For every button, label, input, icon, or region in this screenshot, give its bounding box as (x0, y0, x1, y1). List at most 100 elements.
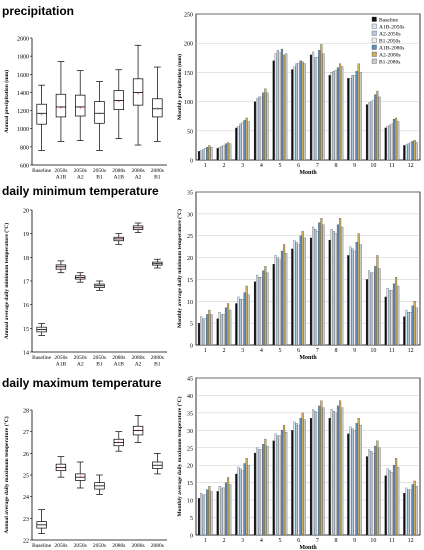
y-tick-label: 25 (23, 474, 29, 480)
bar-baseline (216, 318, 219, 346)
bar-a1b-2080s (243, 292, 246, 346)
x-tick-label: 2050s (54, 355, 67, 361)
x-tick-label: 2050s (74, 543, 87, 549)
bar-a1b-2050s (218, 147, 221, 161)
bar-b1-2080s (247, 465, 250, 536)
bar-a2-2080s (245, 117, 248, 161)
bar-b1-2050s (372, 100, 375, 161)
bar-baseline (365, 279, 369, 346)
y-tick-label: 45 (187, 377, 193, 383)
bar-b1-2050s (316, 412, 319, 536)
x-tick-label: 12 (408, 348, 414, 354)
bar-a2-2080s (226, 303, 230, 346)
bar-a1b-2050s (330, 229, 333, 346)
bar-a1b-2050s (256, 98, 259, 161)
bar-baseline (328, 417, 331, 536)
bar-a1b-2080s (318, 50, 321, 161)
bar-a2-2050s (388, 124, 391, 161)
bar-baseline (309, 54, 313, 161)
y-tick-label: 30 (187, 429, 193, 435)
bar-a2-2050s (332, 231, 335, 346)
y-axis-label: Monthly average daily maximum temperatur… (176, 396, 183, 516)
bar-a2-2050s (220, 487, 223, 536)
y-tick-label: 5 (190, 322, 193, 328)
bar-a1b-2050s (200, 493, 203, 536)
bar-b1-2050s (204, 148, 207, 161)
x-tick-label: 3 (241, 348, 244, 354)
bar-a1b-2050s (274, 255, 277, 346)
box-iqr (152, 98, 163, 118)
bar-baseline (291, 248, 294, 346)
legend-label: A2-2080s (379, 53, 401, 59)
bar-b1-2050s (222, 145, 225, 161)
bar-a2-2050s (407, 312, 410, 346)
bar-a2-2050s (239, 468, 242, 536)
x-tick-label: 5 (279, 163, 282, 169)
y-tick-label: 16 (23, 303, 29, 309)
bar-baseline (403, 316, 406, 346)
bar-a2-2050s (388, 470, 391, 536)
bar-a1b-2080s (374, 94, 377, 161)
x-tick-label: 3 (241, 538, 244, 544)
box-mean-marker: + (117, 237, 121, 243)
bar-baseline (347, 255, 350, 346)
bar-b1-2080s (341, 66, 344, 161)
bar-a1b-2080s (280, 48, 284, 161)
bar-a1b-2080s (299, 417, 302, 536)
bar-a1b-2080s (411, 484, 414, 536)
bar-a1b-2050s (368, 449, 371, 536)
bar-b1-2050s (278, 435, 281, 536)
y-axis-label: Annual average daily minimum temperature… (3, 223, 10, 339)
x-tick-label: Baseline (32, 543, 51, 549)
bar-a1b-2050s (274, 433, 277, 536)
bar-a2-2050s (202, 494, 205, 536)
bar-b1-2080s (285, 253, 288, 346)
x-tick-label: 2 (223, 348, 226, 354)
bar-a2-2080s (301, 61, 304, 161)
x-tick-label: 10 (370, 163, 376, 169)
box-iqr (55, 93, 67, 118)
legend-swatch (371, 44, 377, 50)
bar-a1b-2080s (336, 67, 340, 161)
x-tick-label: 2080s (132, 543, 145, 549)
x-tick-label: 2080s (112, 355, 125, 361)
bar-a2-2080s (357, 233, 360, 346)
bar-a2-2050s (332, 411, 335, 536)
bar-a1b-2050s (386, 468, 389, 536)
x-tick-label: A2 (77, 362, 84, 368)
x-tick-label: 2080s (132, 355, 145, 361)
bar-a1b-2050s (349, 246, 352, 346)
bar-a2-2080s (394, 277, 398, 346)
bar-a2-2080s (394, 117, 398, 161)
bar-a1b-2050s (200, 150, 203, 161)
bar-a1b-2080s (206, 314, 209, 346)
bar-baseline (235, 303, 238, 346)
bar-baseline (216, 148, 219, 161)
bar-a2-2050s (239, 298, 242, 346)
x-tick-label: 12 (408, 538, 414, 544)
bar-a2-2050s (258, 449, 261, 536)
bar-b1-2080s (266, 272, 269, 346)
y-tick-label: 14 (23, 351, 29, 357)
y-axis-label: Annual average daily maximum temperature… (3, 416, 10, 533)
x-tick-label: Baseline (32, 355, 51, 361)
section-title-min-temp: daily minimum temperature (2, 184, 159, 198)
y-tick-label: 250 (184, 13, 193, 19)
bar-b1-2080s (303, 63, 306, 161)
x-tick-label: 6 (297, 538, 300, 544)
bar-a2-2080s (394, 458, 398, 536)
section-title-max-temp: daily maximum temperature (2, 376, 162, 390)
y-tick-label: 23 (23, 517, 29, 523)
bar-baseline (197, 151, 201, 161)
bar-b1-2050s (316, 231, 319, 346)
box-mean-marker: + (117, 441, 121, 447)
bar-b1-2080s (397, 285, 400, 346)
bar-b1-2080s (229, 143, 232, 161)
legend-swatch (371, 58, 377, 64)
x-tick-label: 9 (353, 348, 356, 354)
bar-a1b-2080s (224, 482, 228, 536)
bar-baseline (365, 104, 369, 161)
annual-min-temp-boxplot: 14 15 16 17 18 19 20 Annual average daily minim… (3, 209, 167, 368)
bar-a2-2080s (320, 44, 323, 161)
